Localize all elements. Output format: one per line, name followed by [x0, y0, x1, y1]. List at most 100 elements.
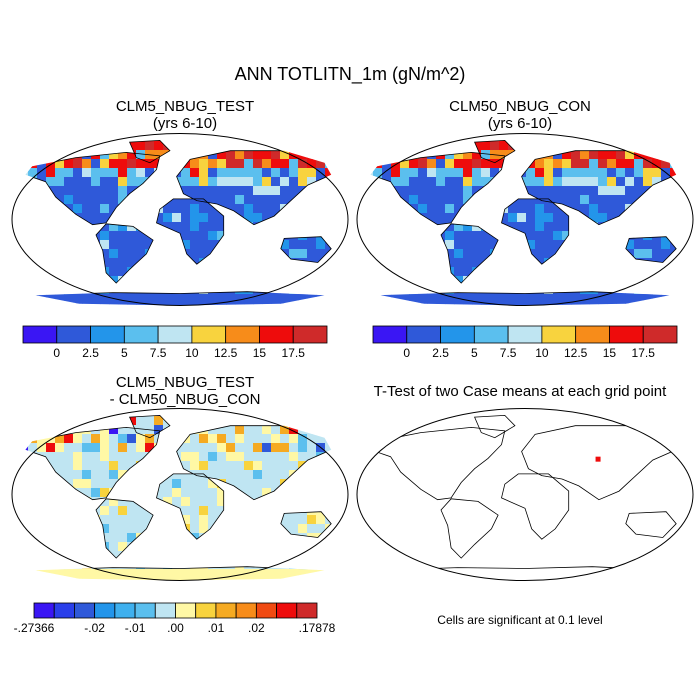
grid-cell	[91, 415, 101, 417]
grid-cell	[499, 213, 509, 223]
grid-cell	[154, 213, 164, 223]
grid-cell	[544, 222, 554, 232]
grid-cell	[163, 479, 173, 489]
grid-cell	[436, 186, 446, 196]
grid-cell	[127, 515, 137, 525]
grid-cell	[343, 267, 350, 276]
grid-cell	[535, 168, 545, 178]
panel-4-title-line1: T-Test of two Case means at each grid po…	[373, 383, 667, 400]
grid-cell	[10, 416, 19, 425]
panel-1-title: CLM5_NBUG_TEST (yrs 6-10)	[20, 98, 350, 132]
grid-cell	[289, 186, 299, 196]
grid-cell	[289, 249, 299, 259]
grid-cell	[253, 479, 263, 489]
grid-cell	[37, 551, 47, 561]
grid-cell	[508, 222, 518, 232]
grid-cell	[37, 303, 47, 306]
grid-cell	[55, 470, 65, 480]
grid-cell	[544, 249, 554, 259]
grid-cell	[436, 159, 446, 169]
grid-cell	[445, 231, 455, 241]
grid-cell	[316, 515, 326, 525]
colorbar-swatch	[642, 325, 678, 344]
grid-cell	[427, 140, 437, 142]
grid-cell	[481, 159, 491, 169]
grid-cell	[127, 452, 137, 462]
grid-cell	[136, 506, 146, 516]
grid-cell	[499, 141, 509, 151]
grid-cell	[298, 415, 308, 417]
grid-cell	[217, 231, 227, 241]
coastline-africa	[501, 198, 570, 265]
grid-cell	[181, 186, 191, 196]
grid-cell	[28, 150, 38, 160]
grid-cell	[679, 150, 688, 159]
grid-cell	[481, 150, 491, 160]
grid-cell	[289, 578, 299, 581]
grid-cell	[100, 506, 110, 516]
grid-cell	[436, 140, 446, 142]
grid-cell	[28, 141, 38, 151]
grid-cell	[625, 186, 635, 196]
grid-cell	[118, 524, 128, 534]
grid-cell	[100, 168, 110, 178]
panel-3-title-line1: CLM5_NBUG_TEST	[115, 374, 255, 391]
grid-cell	[670, 159, 677, 169]
coastline-northAmerica	[24, 426, 161, 501]
grid-cell	[316, 569, 326, 579]
grid-cell	[253, 488, 263, 498]
grid-cell	[10, 267, 19, 276]
grid-cell	[46, 425, 56, 435]
grid-cell	[217, 488, 227, 498]
grid-cell	[262, 415, 272, 417]
grid-cell	[46, 150, 56, 160]
colorbar-tick-label: 2.5	[432, 346, 449, 360]
grid-cell	[118, 222, 128, 232]
grid-cell	[679, 132, 688, 141]
colorbar-panel-1-labels: 0 2.5 5 7.5 10 12.5 15 17.5	[22, 346, 328, 362]
grid-cell	[544, 231, 554, 241]
grid-cell	[172, 294, 182, 304]
grid-cell	[199, 231, 209, 241]
grid-cell	[355, 159, 364, 168]
coastline-africa	[156, 198, 225, 265]
grid-cell	[562, 231, 572, 241]
grid-cell	[181, 240, 191, 250]
map-panel-ttest	[356, 408, 694, 581]
grid-cell	[172, 303, 182, 306]
grid-cell	[307, 141, 317, 151]
grid-cell	[652, 159, 662, 169]
grid-cell	[679, 168, 688, 177]
grid-cell	[508, 213, 518, 223]
grid-cell	[634, 249, 644, 259]
grid-cell	[571, 168, 581, 178]
grid-cell	[37, 569, 47, 579]
grid-cell	[289, 168, 299, 178]
grid-cell	[109, 258, 119, 268]
grid-cell	[46, 303, 56, 306]
grid-cell	[136, 452, 146, 462]
grid-cell	[154, 294, 164, 304]
grid-cell	[280, 416, 290, 426]
grid-cell	[391, 140, 401, 142]
grid-cell	[55, 461, 65, 471]
grid-cell	[82, 415, 92, 417]
grid-cell	[64, 452, 74, 462]
grid-cell	[217, 578, 227, 581]
grid-cell	[46, 140, 56, 142]
grid-cell	[445, 249, 455, 259]
grid-cell	[136, 443, 146, 453]
grid-cell	[28, 285, 38, 295]
grid-cell	[136, 515, 146, 525]
grid-cell	[46, 569, 56, 579]
grid-cell	[625, 150, 635, 160]
grid-cell	[154, 141, 164, 151]
grid-cell	[490, 141, 500, 151]
grid-cell	[544, 204, 554, 214]
grid-cell	[343, 294, 350, 303]
grid-cell	[616, 159, 626, 169]
grid-cell	[634, 177, 644, 187]
coastline-northAmerica	[369, 426, 506, 501]
grid-cell	[508, 294, 518, 304]
grid-cell	[343, 249, 350, 258]
